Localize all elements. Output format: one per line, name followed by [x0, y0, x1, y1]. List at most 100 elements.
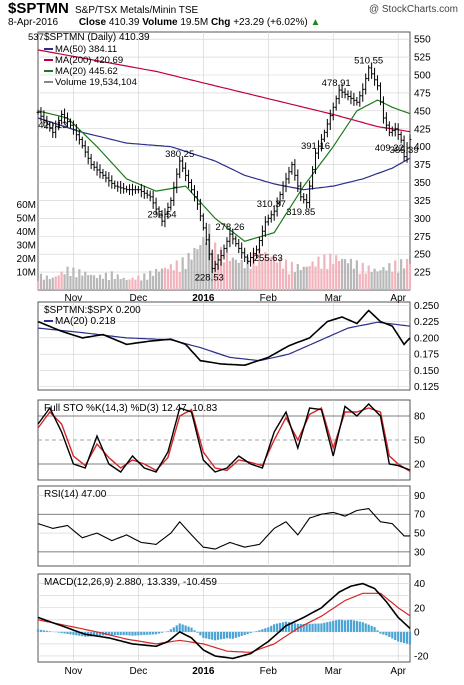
macd-hist-bar [63, 631, 66, 634]
volume-bar [284, 259, 288, 290]
macd-hist-bar [394, 631, 397, 640]
macd-hist-bar [400, 631, 403, 643]
macd-hist-bar [373, 627, 376, 632]
volume-bar [72, 267, 75, 290]
price-legend-title: $SPTMN (Daily) 410.39 [44, 32, 150, 43]
macd-hist-bar [270, 625, 273, 632]
volume-bar [134, 279, 137, 290]
panel-macd-frame [37, 573, 411, 663]
volume-bar [276, 262, 279, 290]
bottom-x-label: 2016 [192, 666, 215, 677]
sto-k-line [37, 403, 411, 473]
macd-hist-bar [219, 631, 223, 640]
macd-hist-bar [237, 631, 240, 637]
macd-hist-bar [178, 623, 181, 632]
volume-bar [172, 270, 175, 290]
macd-hist-bar [57, 631, 60, 633]
volume-bar [338, 261, 341, 290]
volume-bar [352, 268, 356, 290]
price-annotation: 380.25 [165, 149, 194, 160]
volume-bar [216, 264, 220, 290]
macd-hist-bar [157, 631, 161, 634]
macd-hist-bar [181, 624, 184, 632]
volume-bar [166, 269, 170, 290]
volume-bar [131, 277, 134, 290]
volume-legend: Volume 19,534,104 [55, 77, 137, 88]
bottom-x-label: Feb [260, 666, 278, 677]
volume-tick-label: 50M [17, 214, 36, 225]
volume-bar [66, 266, 69, 290]
volume-bar [81, 275, 84, 290]
volume-bar [246, 257, 249, 290]
macd-hist-bar [343, 620, 347, 632]
macd-hist-bar [299, 623, 302, 632]
volume-bar [42, 279, 46, 290]
price-top-value: 537 [28, 32, 44, 43]
ma20-legend: MA(20) 445.62 [55, 66, 118, 77]
macd-hist-bar [323, 622, 326, 632]
volume-bar [299, 270, 302, 290]
volume-bar [101, 278, 105, 290]
price-x-label: Apr [390, 293, 406, 304]
rsi-line [37, 508, 410, 550]
volume-bar [231, 257, 234, 290]
volume-bar [343, 259, 347, 290]
macd-hist-bar [48, 631, 51, 632]
volume-bar [107, 279, 110, 290]
macd-hist-bar [287, 622, 291, 632]
macd-hist-bar [385, 631, 388, 636]
rsi-tick-label: 90 [414, 491, 426, 502]
macd-hist-bar [78, 631, 81, 636]
macd-hist-bar [214, 631, 217, 641]
volume-bar [385, 270, 388, 290]
volume-bar [349, 258, 353, 290]
macd-hist-bar [388, 631, 391, 637]
volume-bar [160, 268, 164, 290]
bottom-x-label: Dec [129, 666, 147, 677]
macd-hist-bar [190, 627, 193, 632]
volume-bar [290, 261, 294, 290]
macd-hist-bar [216, 631, 220, 640]
volume-tick-label: 40M [17, 227, 36, 238]
macd-hist-bar [273, 624, 276, 632]
volume-bar [36, 280, 40, 290]
ratio-tick-label: 0.150 [414, 366, 439, 377]
volume-bar [252, 252, 255, 290]
volume-tick-label: 10M [17, 268, 36, 279]
price-tick-label: 450 [414, 106, 431, 117]
price-x-label: Nov [65, 293, 83, 304]
volume-bar [152, 275, 155, 290]
rsi-legend: RSI(14) 47.00 [44, 489, 107, 500]
volume-bar [305, 266, 308, 290]
macd-hist-bar [143, 631, 146, 635]
chart-title-row: $SPTMN S&P/TSX Metals/Minin TSE [8, 0, 198, 17]
macd-hist-bar [302, 624, 305, 632]
price-annotation: 391.16 [301, 141, 330, 152]
macd-hist-bar [364, 623, 367, 632]
volume-bar [104, 272, 108, 290]
volume-label: Volume [142, 17, 178, 28]
volume-bar [249, 268, 252, 290]
macd-hist-bar [90, 631, 93, 637]
volume-bar [225, 252, 229, 290]
volume-bar [178, 271, 181, 290]
volume-bar [92, 275, 96, 290]
price-annotation: 255.63 [254, 253, 283, 264]
volume-tick-label: 60M [17, 200, 36, 211]
volume-bar [287, 274, 291, 290]
macd-hist-bar [228, 631, 232, 639]
macd-hist-bar [222, 631, 226, 639]
volume-bar [193, 248, 196, 290]
macd-hist-bar [146, 631, 149, 635]
volume-bar [317, 256, 320, 290]
volume-bar [116, 274, 119, 290]
volume-bar [110, 271, 113, 290]
volume-bar [261, 260, 264, 290]
stockcharts-watermark: @ StockCharts.com [368, 4, 458, 15]
price-x-label: Mar [325, 293, 343, 304]
macd-hist-bar [352, 620, 356, 632]
macd-hist-bar [110, 631, 113, 636]
date-label: 8-Apr-2016 [8, 17, 59, 28]
volume-bar [370, 272, 373, 290]
macd-hist-bar [184, 625, 187, 632]
